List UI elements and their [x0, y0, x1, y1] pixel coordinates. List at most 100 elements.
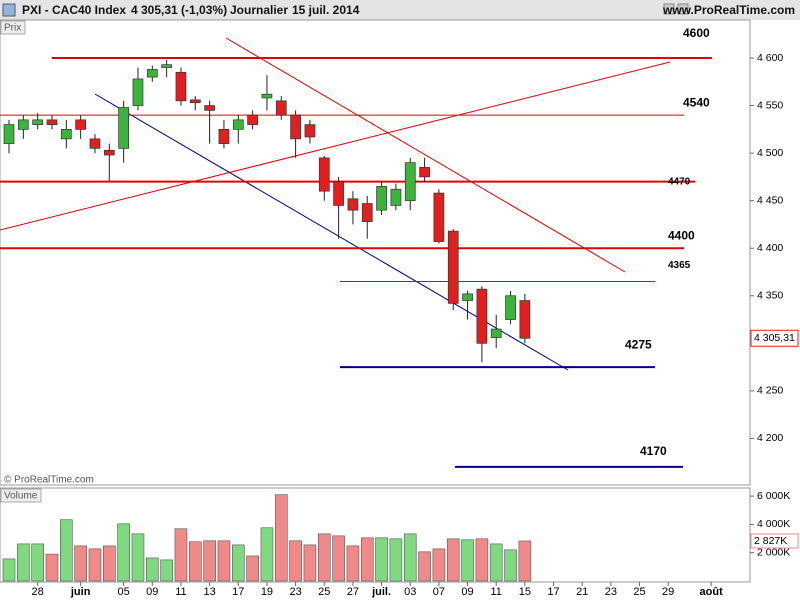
volume-bar [289, 540, 302, 582]
candle-body [419, 167, 430, 178]
volume-bar [231, 544, 245, 582]
level-label: 4365 [668, 260, 691, 271]
volume-bar [117, 523, 130, 582]
volume-bar [432, 548, 446, 582]
candle-body [132, 78, 144, 106]
level-label: 4275 [625, 337, 652, 351]
candle-body [32, 119, 44, 125]
volume-bar [518, 540, 532, 582]
volume-bar [475, 538, 489, 582]
volume-bar [403, 533, 417, 582]
candle-body [304, 124, 316, 138]
trend-line [0, 61, 671, 231]
volume-bar [418, 551, 431, 582]
candle-body [204, 105, 215, 111]
y-tick-label: 4 550 [757, 99, 783, 111]
trend-line [94, 93, 569, 371]
volume-bar [389, 538, 403, 582]
volume-bar [489, 543, 503, 582]
label-box [0, 20, 26, 35]
volume-bar [260, 527, 274, 582]
volume-bar [45, 553, 59, 582]
price-panel [0, 19, 751, 486]
last-price-box [750, 329, 799, 347]
x-tick-label: 23 [289, 586, 301, 598]
volume-bar [461, 539, 474, 582]
candle-body [189, 99, 201, 104]
y-tick-label: 4 450 [757, 194, 783, 206]
header-bar [0, 0, 800, 20]
volume-bar [17, 543, 30, 582]
date: 15 juil. 2014 [292, 3, 360, 17]
x-tick-label: 28 [32, 586, 44, 598]
volume-bar [303, 544, 317, 582]
candle-body [390, 188, 402, 206]
volume-bar [74, 545, 87, 582]
last-price-label: 4 305,31 [754, 332, 795, 344]
volume-bar [88, 548, 102, 582]
candle-body [103, 149, 115, 156]
level-label: 4470 [668, 176, 691, 187]
x-tick-label: 25 [633, 586, 645, 598]
volume-bar [360, 537, 374, 582]
y-tick-label: 4 250 [757, 385, 783, 397]
volume-bar [217, 540, 231, 582]
volume-bar [346, 545, 360, 582]
quote: 4 305,31 (-1,03%) [131, 3, 227, 17]
volume-bar [2, 558, 16, 582]
volume-bar [160, 559, 173, 582]
candle-body [17, 119, 29, 130]
candle-body [89, 138, 101, 149]
volume-bar [504, 549, 517, 582]
x-tick-label: 17 [547, 586, 559, 598]
candle-body [232, 119, 244, 130]
y-tick-label: 6 000K [757, 490, 790, 502]
x-tick-label: 17 [232, 586, 244, 598]
copyright: © ProRealTime.com [4, 475, 94, 486]
level-label: 4540 [683, 95, 710, 109]
icon[interactable] [677, 3, 689, 15]
candle-body [261, 93, 273, 99]
y-tick-label: 2 000K [757, 546, 790, 558]
candle-body [247, 114, 258, 125]
y-tick-label: 4 500 [757, 147, 783, 159]
volume-bar [31, 543, 44, 582]
candle-body [333, 181, 344, 206]
candle-body [505, 295, 516, 320]
candle-body [118, 107, 129, 149]
panel-label: Prix [4, 23, 21, 34]
volume-bar [131, 533, 145, 582]
symbol: PXI - CAC40 Index [22, 3, 126, 17]
volume-bar [203, 540, 216, 582]
candle-body [146, 69, 158, 78]
candle-body [376, 186, 387, 211]
level-label: 4600 [683, 26, 710, 40]
x-tick-label: 11 [491, 586, 502, 598]
candle-body [161, 64, 172, 68]
y-tick-label: 4 000K [757, 518, 790, 530]
x-tick-label: 19 [261, 586, 273, 598]
candle-body [447, 230, 459, 304]
x-tick-label: 23 [605, 586, 617, 598]
candle-body [275, 100, 287, 116]
y-tick-label: 4 400 [757, 242, 783, 254]
level-label: 4400 [668, 228, 695, 242]
volume-bar [146, 557, 159, 582]
volume-bar [188, 541, 202, 582]
period: Journalier [230, 3, 288, 17]
x-tick-label: juil. [371, 586, 391, 598]
x-tick-label: 11 [175, 586, 186, 598]
icon[interactable] [663, 3, 675, 15]
candle-body [75, 119, 87, 130]
candle-body [218, 129, 230, 144]
candle-body [462, 293, 473, 301]
candle-body [519, 300, 531, 339]
y-tick-label: 4 200 [757, 432, 783, 444]
trend-line [225, 37, 626, 273]
y-tick-label: 4 350 [757, 290, 783, 302]
x-tick-label: 27 [347, 586, 359, 598]
candle-body [347, 198, 359, 211]
volume-bar [246, 555, 259, 582]
